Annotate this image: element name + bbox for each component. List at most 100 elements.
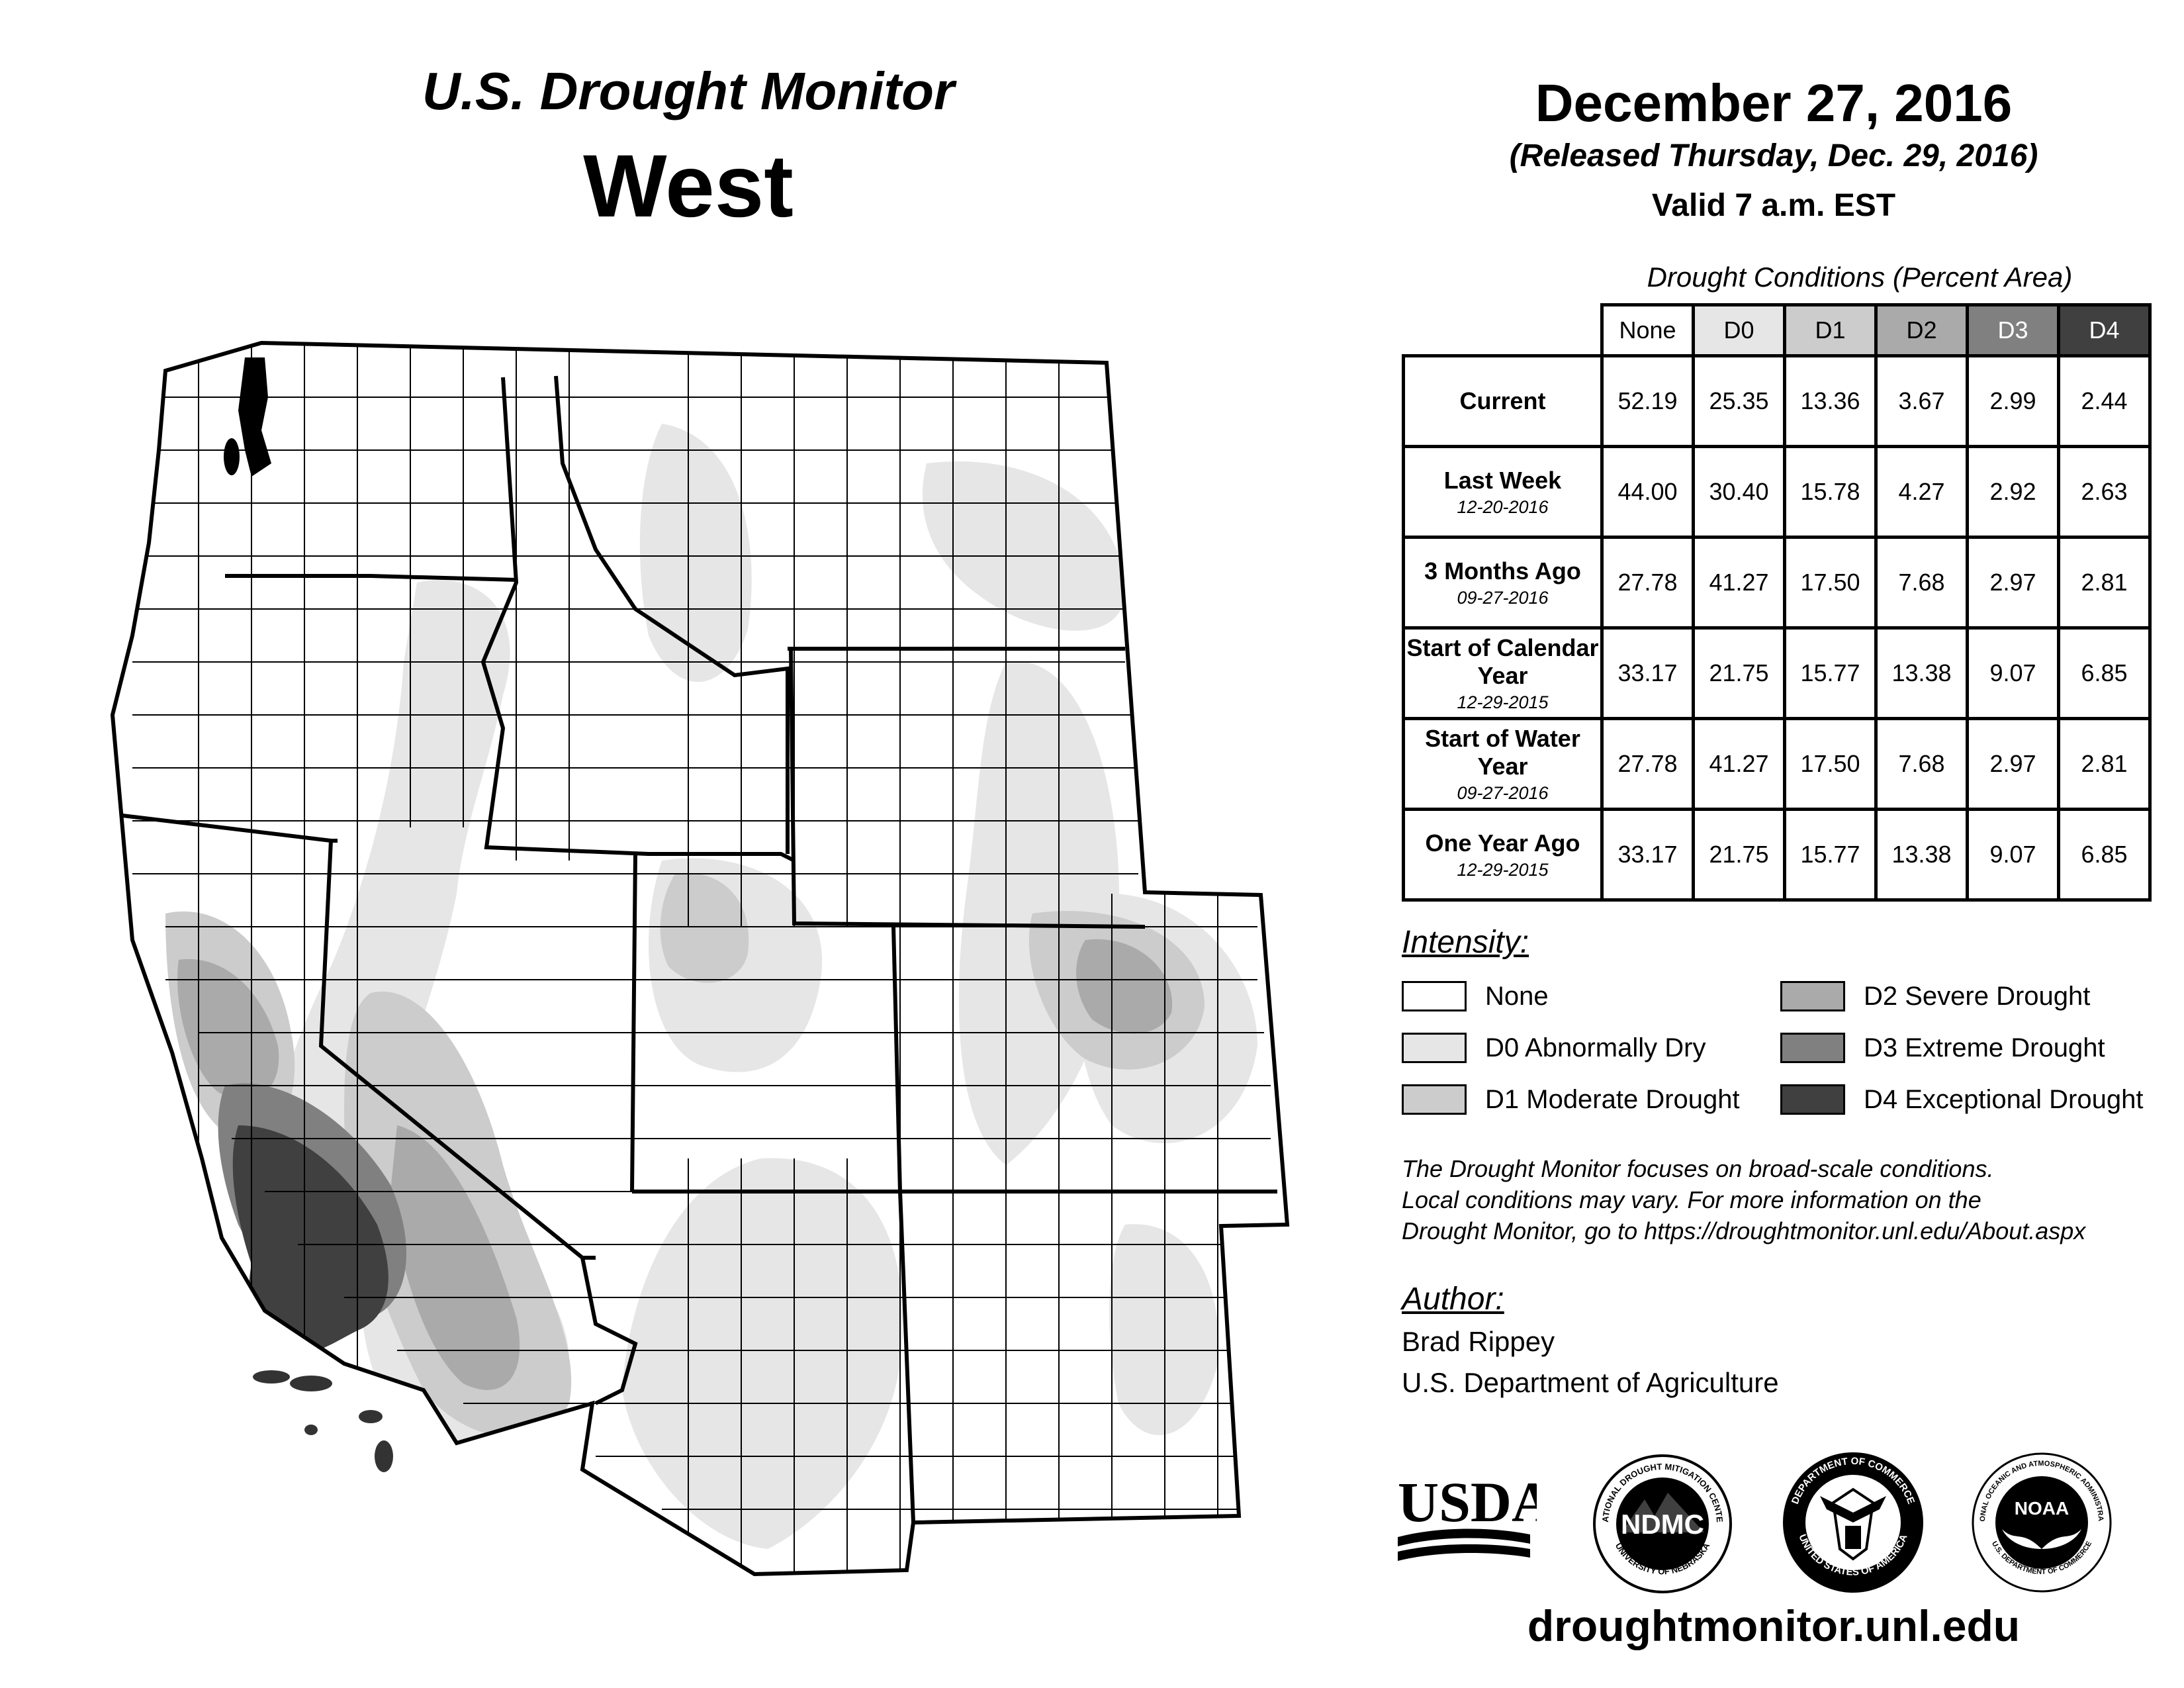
header-d2: D2 bbox=[1874, 303, 1969, 357]
legend-swatch bbox=[1780, 981, 1845, 1011]
legend-item-d3: D3 Extreme Drought bbox=[1780, 1033, 2105, 1063]
channel-islands bbox=[253, 1370, 393, 1472]
row-label: Last Week 12-20-2016 bbox=[1402, 445, 1604, 539]
table-cell: 13.38 bbox=[1874, 626, 1969, 720]
table-cell: 4.27 bbox=[1874, 445, 1969, 539]
legend-item-d2: D2 Severe Drought bbox=[1780, 981, 2090, 1011]
table-cell: 17.50 bbox=[1783, 536, 1878, 630]
release-date: (Released Thursday, Dec. 29, 2016) bbox=[1509, 138, 2038, 173]
table-cell: 2.97 bbox=[1966, 717, 2060, 811]
table-row: Start of Water Year 09-27-2016 27.78 41.2… bbox=[1402, 717, 2152, 811]
table-cell: 2.92 bbox=[1966, 445, 2060, 539]
legend-label: D4 Exceptional Drought bbox=[1864, 1084, 2144, 1114]
map-date: December 27, 2016 bbox=[1535, 73, 2013, 132]
row-label-date: 12-20-2016 bbox=[1457, 496, 1549, 517]
table-cell: 30.40 bbox=[1692, 445, 1786, 539]
table-cell: 52.19 bbox=[1600, 354, 1695, 448]
author-name: Brad Rippey bbox=[1402, 1326, 1555, 1357]
note-line: Local conditions may vary. For more info… bbox=[1402, 1186, 1981, 1213]
d2-areas bbox=[177, 939, 1173, 1390]
header-d3: D3 bbox=[1966, 303, 2060, 357]
row-label-text: Start of Calendar Year bbox=[1406, 633, 1599, 689]
usda-logo: USDA bbox=[1398, 1470, 1537, 1561]
row-label-date: 09-27-2016 bbox=[1457, 782, 1549, 803]
row-label-text: Current bbox=[1459, 387, 1546, 414]
table-cell: 2.81 bbox=[2057, 717, 2152, 811]
row-label: Start of Water Year 09-27-2016 bbox=[1402, 717, 1604, 811]
table-cell: 33.17 bbox=[1600, 808, 1695, 902]
row-label: 3 Months Ago 09-27-2016 bbox=[1402, 536, 1604, 630]
table-cell: 6.85 bbox=[2057, 808, 2152, 902]
state-boundaries bbox=[110, 340, 1290, 1577]
county-lines bbox=[132, 343, 1277, 1574]
table-caption: Drought Conditions (Percent Area) bbox=[1647, 261, 2073, 293]
table-cell: 44.00 bbox=[1600, 445, 1695, 539]
table-row: One Year Ago 12-29-2015 33.17 21.75 15.77… bbox=[1402, 808, 2152, 902]
table-cell: 9.07 bbox=[1966, 808, 2060, 902]
table-cell: 41.27 bbox=[1692, 536, 1786, 630]
row-label-text: Last Week bbox=[1443, 466, 1562, 494]
table-cell: 15.77 bbox=[1783, 808, 1878, 902]
header-none: None bbox=[1600, 303, 1695, 357]
table-cell: 33.17 bbox=[1600, 626, 1695, 720]
table-cell: 15.78 bbox=[1783, 445, 1878, 539]
ndmc-logo: NDMC NATIONAL DROUGHT MITIGATION CENTER … bbox=[1592, 1453, 1732, 1593]
table-cell: 9.07 bbox=[1966, 626, 2060, 720]
table-cell: 2.63 bbox=[2057, 445, 2152, 539]
row-label: Start of Calendar Year 12-29-2015 bbox=[1402, 626, 1604, 720]
row-label: Current bbox=[1402, 354, 1604, 448]
legend-swatch bbox=[1402, 1033, 1467, 1063]
legend-item-d1: D1 Moderate Drought bbox=[1402, 1084, 1740, 1115]
website-link[interactable]: droughtmonitor.unl.edu bbox=[1527, 1601, 2021, 1650]
note-line: The Drought Monitor focuses on broad-sca… bbox=[1402, 1155, 1994, 1182]
row-label-date: 09-27-2016 bbox=[1457, 587, 1549, 608]
row-label: One Year Ago 12-29-2015 bbox=[1402, 808, 1604, 902]
legend-swatch bbox=[1402, 1084, 1467, 1115]
header-d1: D1 bbox=[1783, 303, 1878, 357]
legend-item-d0: D0 Abnormally Dry bbox=[1402, 1033, 1706, 1063]
legend-swatch bbox=[1402, 981, 1467, 1011]
table-cell: 17.50 bbox=[1783, 717, 1878, 811]
table-cell: 13.38 bbox=[1874, 808, 1969, 902]
legend-title: Intensity: bbox=[1402, 925, 1529, 960]
table-cell: 27.78 bbox=[1600, 536, 1695, 630]
table-cell: 27.78 bbox=[1600, 717, 1695, 811]
table-row: Current 52.19 25.35 13.36 3.67 2.99 2.44 bbox=[1402, 354, 2152, 448]
table-row: Last Week 12-20-2016 44.00 30.40 15.78 4.… bbox=[1402, 445, 2152, 539]
author-label: Author: bbox=[1402, 1282, 1504, 1317]
table-cell: 21.75 bbox=[1692, 626, 1786, 720]
department-of-commerce-seal: DEPARTMENT OF COMMERCE UNITED STATES OF … bbox=[1783, 1452, 1923, 1593]
table-cell: 25.35 bbox=[1692, 354, 1786, 448]
header-d4: D4 bbox=[2057, 303, 2152, 357]
table-cell: 6.85 bbox=[2057, 626, 2152, 720]
note-line: Drought Monitor, go to https://droughtmo… bbox=[1402, 1217, 2086, 1244]
table-cell: 41.27 bbox=[1692, 717, 1786, 811]
row-label-text: One Year Ago bbox=[1425, 829, 1580, 857]
legend-item-none: None bbox=[1402, 981, 1549, 1011]
table-cell: 2.44 bbox=[2057, 354, 2152, 448]
table-cell: 7.68 bbox=[1874, 717, 1969, 811]
author-organization: U.S. Department of Agriculture bbox=[1402, 1367, 1779, 1398]
table-cell: 2.81 bbox=[2057, 536, 2152, 630]
table-cell: 15.77 bbox=[1783, 626, 1878, 720]
disclaimer-note: The Drought Monitor focuses on broad-sca… bbox=[1402, 1153, 2156, 1246]
table-row: 3 Months Ago 09-27-2016 27.78 41.27 17.50… bbox=[1402, 536, 2152, 630]
header-d0: D0 bbox=[1692, 303, 1786, 357]
legend-swatch bbox=[1780, 1033, 1845, 1063]
row-label-date: 12-29-2015 bbox=[1457, 859, 1549, 880]
legend-label: D3 Extreme Drought bbox=[1864, 1033, 2105, 1062]
legend-item-d4: D4 Exceptional Drought bbox=[1780, 1084, 2143, 1115]
drought-conditions-table: None D0 D1 D2 D3 D4 Current 52.19 25.35 … bbox=[1402, 303, 2152, 902]
table-cell: 7.68 bbox=[1874, 536, 1969, 630]
row-label-text: Start of Water Year bbox=[1425, 724, 1580, 780]
noaa-logo-text: NOAA bbox=[2015, 1498, 2069, 1519]
ndmc-logo-text: NDMC bbox=[1621, 1509, 1704, 1540]
table-cell: 21.75 bbox=[1692, 808, 1786, 902]
table-cell: 2.97 bbox=[1966, 536, 2060, 630]
table-row: Start of Calendar Year 12-29-2015 33.17 2… bbox=[1402, 626, 2152, 720]
legend-label: None bbox=[1485, 981, 1549, 1011]
row-label-date: 12-29-2015 bbox=[1457, 692, 1549, 712]
map-title: U.S. Drought Monitor bbox=[422, 62, 955, 120]
legend-label: D2 Severe Drought bbox=[1864, 981, 2091, 1011]
row-label-text: 3 Months Ago bbox=[1424, 557, 1581, 585]
